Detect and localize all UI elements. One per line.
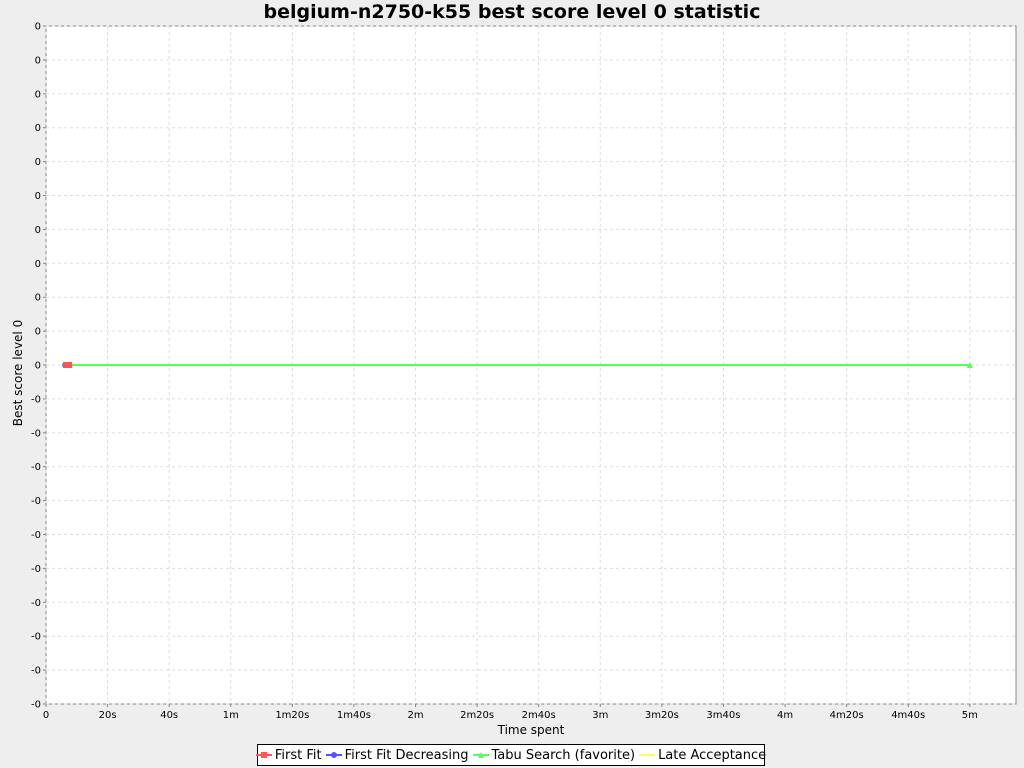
y-tick-label: -0: [31, 598, 41, 609]
series-first-fit: [63, 362, 73, 368]
y-tick-label: 0: [35, 55, 41, 66]
legend-label: First Fit Decreasing: [344, 747, 469, 763]
y-tick-label: 0: [35, 157, 41, 168]
x-tick-label: 3m40s: [706, 710, 740, 721]
x-tick-label: 5m: [962, 710, 978, 721]
y-tick-label: 0: [35, 89, 41, 100]
y-tick-label: 0: [35, 191, 41, 202]
legend-item: First Fit: [255, 747, 322, 763]
y-tick-label: 0: [35, 225, 41, 236]
legend-swatch: [472, 752, 489, 758]
data-point: [966, 362, 973, 368]
x-tick-label: 4m20s: [830, 710, 864, 721]
chart-canvas: 0 20s 40s 1m 1m20s 1m40s 2m 2m20s 2m40s 3m 3m20s 3m…: [11, 22, 1017, 737]
x-tick-label: 2m40s: [522, 710, 556, 721]
y-tick-label: -0: [31, 496, 41, 507]
x-axis-ticks: 0 20s 40s 1m 1m20s 1m40s 2m 2m20s 2m40s 3m 3m20s 3m…: [43, 704, 978, 721]
x-tick-label: 4m40s: [891, 710, 925, 721]
y-tick-label: 0: [35, 22, 41, 33]
y-tick-label: -0: [31, 428, 41, 439]
data-point: [260, 752, 267, 758]
legend-swatch: [325, 752, 342, 758]
y-tick-label: -0: [31, 564, 41, 575]
legend-item: Late Acceptance: [639, 748, 766, 763]
legend-label: First Fit: [274, 747, 322, 763]
x-tick-label: 4m: [777, 710, 793, 721]
legend-label: Late Acceptance: [658, 747, 767, 763]
y-tick-label: 0: [35, 293, 41, 304]
legend-item: Tabu Search (favorite): [472, 747, 636, 763]
y-tick-label: -0: [31, 632, 41, 643]
data-point: [66, 362, 73, 368]
legend-item: First Fit Decreasing: [325, 747, 469, 763]
x-tick-label: 20s: [99, 710, 117, 721]
x-tick-label: 40s: [160, 710, 178, 721]
x-tick-label: 1m: [223, 710, 239, 721]
y-tick-label: -0: [31, 394, 41, 405]
y-axis-ticks: 0 0 0 0 0 0 0 0 0 0 0 -0 -0 -0 -0 -0 -0 -0 -0 -0 -0: [31, 22, 46, 711]
legend: First Fit First Fit Decreasing Tabu Search…: [255, 744, 766, 766]
x-tick-label: 1m40s: [337, 710, 371, 721]
y-tick-label: 0: [35, 259, 41, 270]
x-tick-label: 2m: [407, 710, 423, 721]
y-tick-label: -0: [31, 666, 41, 677]
chart-title: belgium-n2750-k55 best score level 0 sta…: [263, 1, 761, 23]
y-axis-label: Best score level 0: [11, 320, 25, 426]
data-point: [330, 752, 337, 758]
y-tick-label: -0: [31, 462, 41, 473]
legend-label: Tabu Search (favorite): [491, 747, 636, 763]
x-axis-label: Time spent: [497, 723, 565, 737]
legend-swatch: [255, 752, 272, 758]
y-tick-label: 0: [35, 327, 41, 338]
x-tick-label: 1m20s: [275, 710, 309, 721]
y-tick-label: -0: [31, 530, 41, 541]
data-point: [477, 752, 484, 758]
data-point: [63, 362, 70, 368]
x-tick-label: 2m20s: [460, 710, 494, 721]
legend-swatch: [639, 754, 656, 756]
y-tick-label: 0: [35, 361, 41, 372]
x-tick-label: 0: [43, 710, 49, 721]
y-tick-label: 0: [35, 123, 41, 134]
y-tick-label: -0: [31, 700, 41, 711]
x-tick-label: 3m20s: [645, 710, 679, 721]
x-tick-label: 3m: [592, 710, 608, 721]
series-lines: [62, 362, 973, 368]
